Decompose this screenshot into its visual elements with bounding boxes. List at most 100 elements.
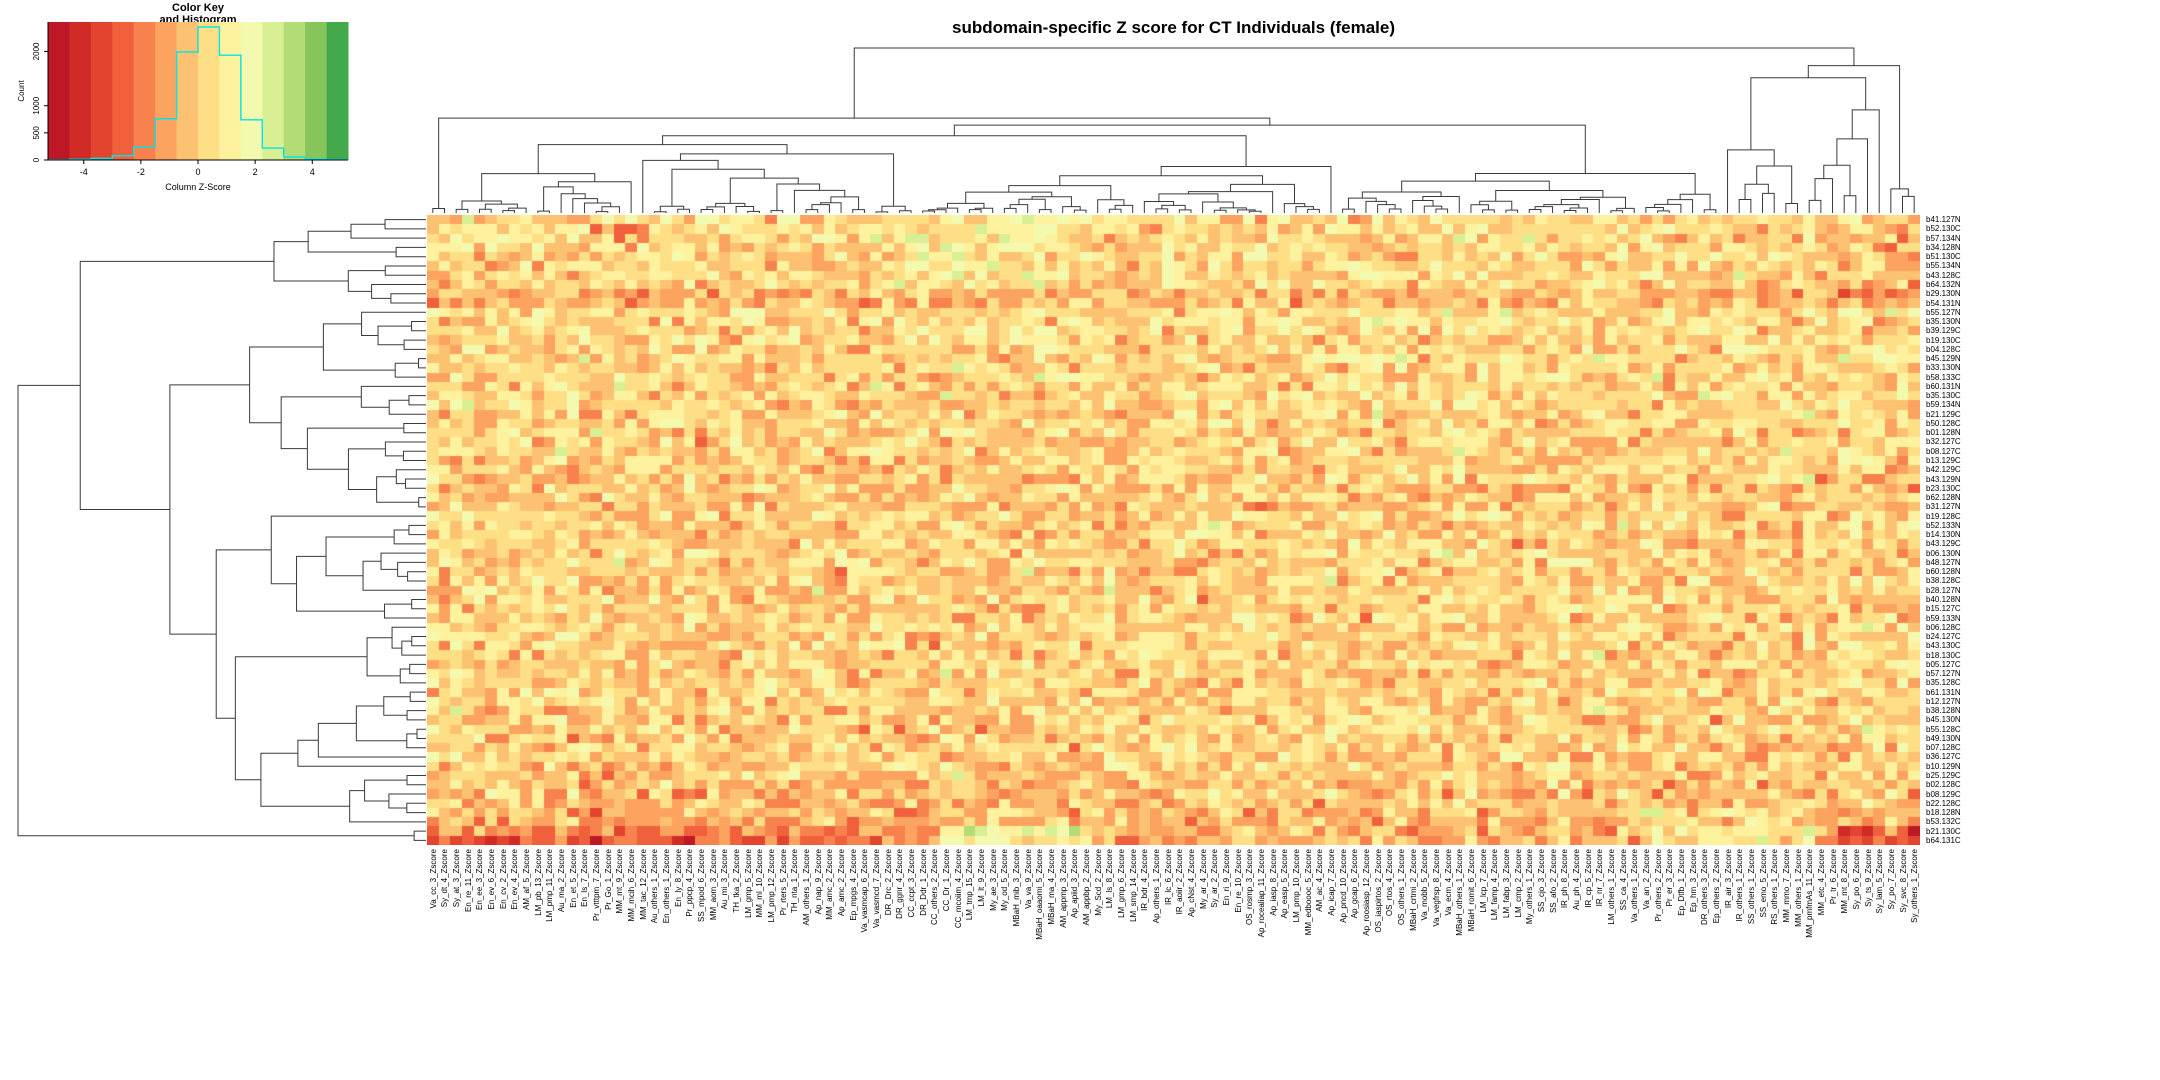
row-label: b14.130N (1926, 530, 1961, 540)
col-label: IR_lc_6_Zscore (1163, 849, 1173, 906)
row-label: b34.128N (1926, 242, 1961, 252)
row-label: b51.130C (1926, 252, 1961, 262)
col-label: LM_gmp_6_Zscore (1117, 849, 1126, 918)
svg-text:0: 0 (32, 157, 41, 162)
col-label: MM_pmfmAs_11_Zscore (1805, 849, 1815, 938)
col-label: Ep_mpgs_4_Zscore (848, 849, 858, 921)
row-label: b28.127N (1926, 585, 1961, 595)
col-label: MM_ml_10_Zscore (755, 849, 765, 918)
col-label: CC_Dr_1_Zscore (942, 849, 952, 912)
col-label: DR_ggnr_4_Zscore (895, 849, 905, 919)
col-label: Sy_ar_2_Zscore (1210, 849, 1220, 908)
row-label: b19.130C (1926, 335, 1961, 345)
col-label: LM_pb_13_Zscore (533, 849, 543, 916)
row-label: b64.132N (1926, 279, 1961, 289)
row-label: b40.128N (1926, 594, 1961, 604)
col-label: Pr_Go_1_Zscore (603, 849, 613, 910)
row-label: b29.130N (1926, 289, 1961, 299)
col-label: En_ee_3_Zscore (475, 849, 485, 910)
col-label: LM_others_1_Zscore (1606, 849, 1616, 925)
col-label: AM_others_1_Zscore (802, 849, 812, 926)
color-key-title-line1: Color Key (172, 2, 224, 14)
col-label: MM_mt_8_Zscore (1840, 849, 1850, 914)
col-label: CC_ccpt_3_Zscore (907, 849, 917, 918)
col-label: MM_mmo_7_Zscore (1781, 849, 1791, 923)
col-label: Va_others_1_Zscore (1630, 849, 1640, 923)
row-label: b35.130C (1926, 391, 1961, 401)
svg-text:2000: 2000 (32, 42, 41, 60)
col-label: LM_tmp_15_Zscore (965, 849, 975, 921)
row-label: b22.128C (1926, 798, 1961, 808)
col-label: En_ev_4_Zscore (510, 849, 520, 910)
row-label: b64.131C (1926, 835, 1961, 845)
row-label: b43.130C (1926, 641, 1961, 651)
col-label: LM_smp_14_Zscore (1128, 849, 1138, 922)
col-label: Ap_gcap_6_Zscore (1350, 849, 1360, 919)
col-label: Au_ph_4_Zscore (1571, 849, 1581, 910)
row-label: b50.128C (1926, 418, 1961, 428)
row-label: b42.129C (1926, 465, 1961, 475)
col-label: LM_gmp_5_Zscore (743, 849, 753, 918)
col-label: Ap_pncd_10_Zscore (1338, 849, 1348, 923)
row-label: b21.129C (1926, 409, 1961, 419)
row-label: b61.131N (1926, 687, 1961, 697)
row-label: b25.129C (1926, 771, 1961, 780)
row-label: b01.128N (1926, 428, 1961, 438)
col-label: SS_emo_5_Zscore (1758, 849, 1768, 918)
row-label: b53.132C (1926, 817, 1961, 827)
col-label: Ap_cNst_4_Zscore (1186, 849, 1196, 918)
col-label: Ep_others_2_Zscore (1711, 849, 1721, 924)
row-label: b57.127N (1926, 669, 1961, 679)
col-label: LM_lcp_7_Zscore (1478, 849, 1488, 913)
col-label: MM_aom_3_Zscore (708, 849, 718, 921)
col-label: Ep_Dtfb_1_Zscore (1676, 849, 1686, 916)
col-label: LM_cmp_2_Zscore (1513, 849, 1523, 918)
col-label: MBaH_ma_4_Zscore (1047, 849, 1057, 925)
col-label: AM_af_5_Zscore (522, 849, 532, 910)
col-label: Va_vasmcd_7_Zscore (872, 849, 882, 928)
col-label: Sy_lam_5_Zscore (1875, 849, 1885, 914)
row-label: b06.130N (1926, 548, 1961, 558)
col-label: Ap_apiid_3_Zscore (1070, 849, 1080, 918)
col-label: OS_rosmp_3_Zscore (1245, 849, 1255, 926)
svg-text:1000: 1000 (32, 96, 41, 114)
col-label: Pr_er_3_Zscore (1665, 849, 1675, 907)
col-label: AM_appmp_3_Zscore (1058, 849, 1068, 928)
row-label: b08.127C (1926, 446, 1961, 456)
row-label: b52.133N (1926, 520, 1961, 530)
row-label: b59.134N (1926, 400, 1961, 410)
row-label: b55.128C (1926, 724, 1961, 734)
row-label: b58.133C (1926, 372, 1961, 382)
col-label: RS_others_1_Zscore (1770, 849, 1780, 925)
col-label: MM_amc_2_Zscore (825, 849, 835, 920)
col-label: Pr_vtttpm_7_Zscore (592, 849, 602, 922)
col-label: Ap_iasp_8_Zscore (1268, 849, 1278, 916)
col-label: Sy_at_3_Zscore (452, 849, 462, 908)
col-label: Va_cc_3_Zscore (428, 849, 438, 909)
col-label: My_Scd_2_Zscore (1093, 849, 1103, 916)
col-label: SS_others_1_Zscore (1746, 849, 1756, 925)
col-label: Sy_others_1_Zscore (1910, 849, 1920, 923)
col-label: Sy_po_7_Zscore (1886, 849, 1896, 910)
col-label: Va_vegfrsp_8_Zscore (1431, 849, 1441, 927)
row-label: b59.133N (1926, 613, 1961, 623)
row-dendrogram (17, 219, 426, 841)
col-label: DR_others_3_Zscore (1700, 849, 1710, 926)
col-label: MM_etc_4_Zscore (1816, 849, 1826, 916)
column-dendrogram (432, 47, 1915, 213)
row-label: b13.129C (1926, 456, 1961, 465)
col-label: MM_mt_9_Zscore (615, 849, 625, 914)
col-label: Va_mobb_5_Zscore (1420, 849, 1430, 921)
col-label: MM_mcih_6_Zscore (627, 849, 637, 922)
col-label: SS_mpod_6_Zscore (697, 849, 707, 922)
row-label: b60.128N (1926, 567, 1961, 577)
svg-text:-2: -2 (137, 167, 145, 177)
col-label: Au_mi_3_Zscore (720, 849, 730, 910)
col-label: SS_cjo_3_Zscore (1536, 849, 1546, 913)
row-label: b38.128N (1926, 706, 1961, 716)
row-label: b45.130N (1926, 715, 1961, 725)
row-label: b08.129C (1926, 789, 1961, 799)
row-label: b39.129C (1926, 326, 1961, 336)
col-label: Au_ma_2_Zscore (557, 849, 567, 913)
col-label: LM_famp_4_Zscore (1490, 849, 1500, 921)
